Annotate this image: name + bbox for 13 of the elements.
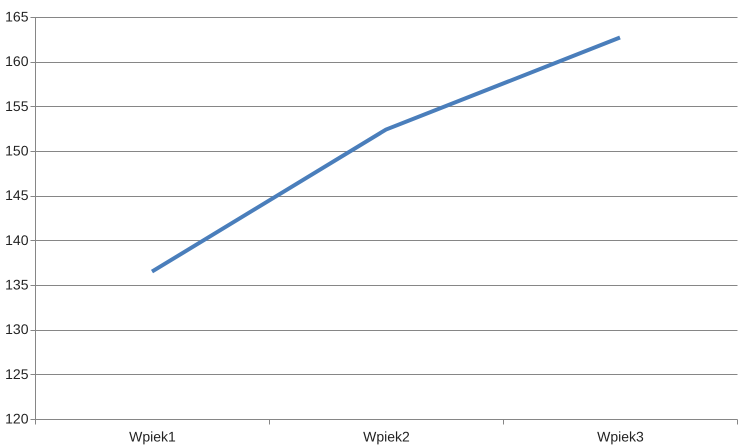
y-tick-label: 160 bbox=[5, 53, 29, 70]
y-tick-label: 125 bbox=[5, 366, 29, 382]
y-tick-label: 130 bbox=[5, 321, 29, 338]
y-tick-label: 140 bbox=[5, 232, 29, 248]
x-tick-label: Wpiek3 bbox=[597, 428, 644, 444]
y-tick-label: 145 bbox=[5, 187, 29, 204]
y-tick-label: 165 bbox=[5, 8, 29, 24]
y-tick-label: 135 bbox=[5, 276, 29, 292]
x-tick-label: Wpiek1 bbox=[129, 428, 176, 444]
y-tick-label: 155 bbox=[5, 98, 29, 114]
y-tick-label: 150 bbox=[5, 142, 29, 158]
y-tick-label: 120 bbox=[5, 410, 29, 426]
x-tick-label: Wpiek2 bbox=[363, 428, 410, 444]
